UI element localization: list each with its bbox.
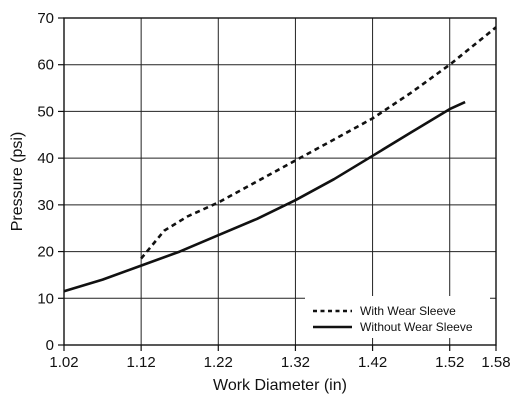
y-tick-label: 50 (37, 103, 54, 120)
plot-frame (63, 17, 497, 346)
x-tick-label: 1.02 (49, 354, 78, 371)
y-axis-title: Pressure (psi) (9, 132, 26, 232)
y-tick-label: 30 (37, 197, 54, 214)
x-tick-label: 1.22 (204, 354, 233, 371)
legend-label-without-wear-sleeve: Without Wear Sleeve (360, 320, 473, 334)
x-tick-label: 1.42 (358, 354, 387, 371)
series-group (63, 26, 497, 293)
y-tick-label: 0 (46, 337, 54, 354)
y-tick-label: 60 (37, 57, 54, 74)
legend-background (305, 296, 490, 338)
y-tick-label: 70 (37, 10, 54, 27)
x-tick-label: 1.12 (127, 354, 156, 371)
legend: With Wear Sleeve Without Wear Sleeve (305, 296, 490, 338)
y-tick-label: 10 (37, 290, 54, 307)
y-tick-label: 20 (37, 244, 54, 261)
grid (64, 18, 496, 345)
tick-labels: 1.02 1.12 1.22 1.32 1.42 1.52 1.58 0 10 20 30 40 50 6… (37, 10, 510, 371)
x-tick-label: 1.58 (481, 354, 510, 371)
legend-label-with-wear-sleeve: With Wear Sleeve (360, 304, 456, 318)
series-line-without-wear-sleeve (63, 100, 466, 293)
x-axis-title: Work Diameter (in) (213, 377, 347, 394)
series-line-with-wear-sleeve (140, 26, 497, 260)
y-tick-label: 40 (37, 150, 54, 167)
x-tick-label: 1.52 (435, 354, 464, 371)
x-tick-label: 1.32 (281, 354, 310, 371)
